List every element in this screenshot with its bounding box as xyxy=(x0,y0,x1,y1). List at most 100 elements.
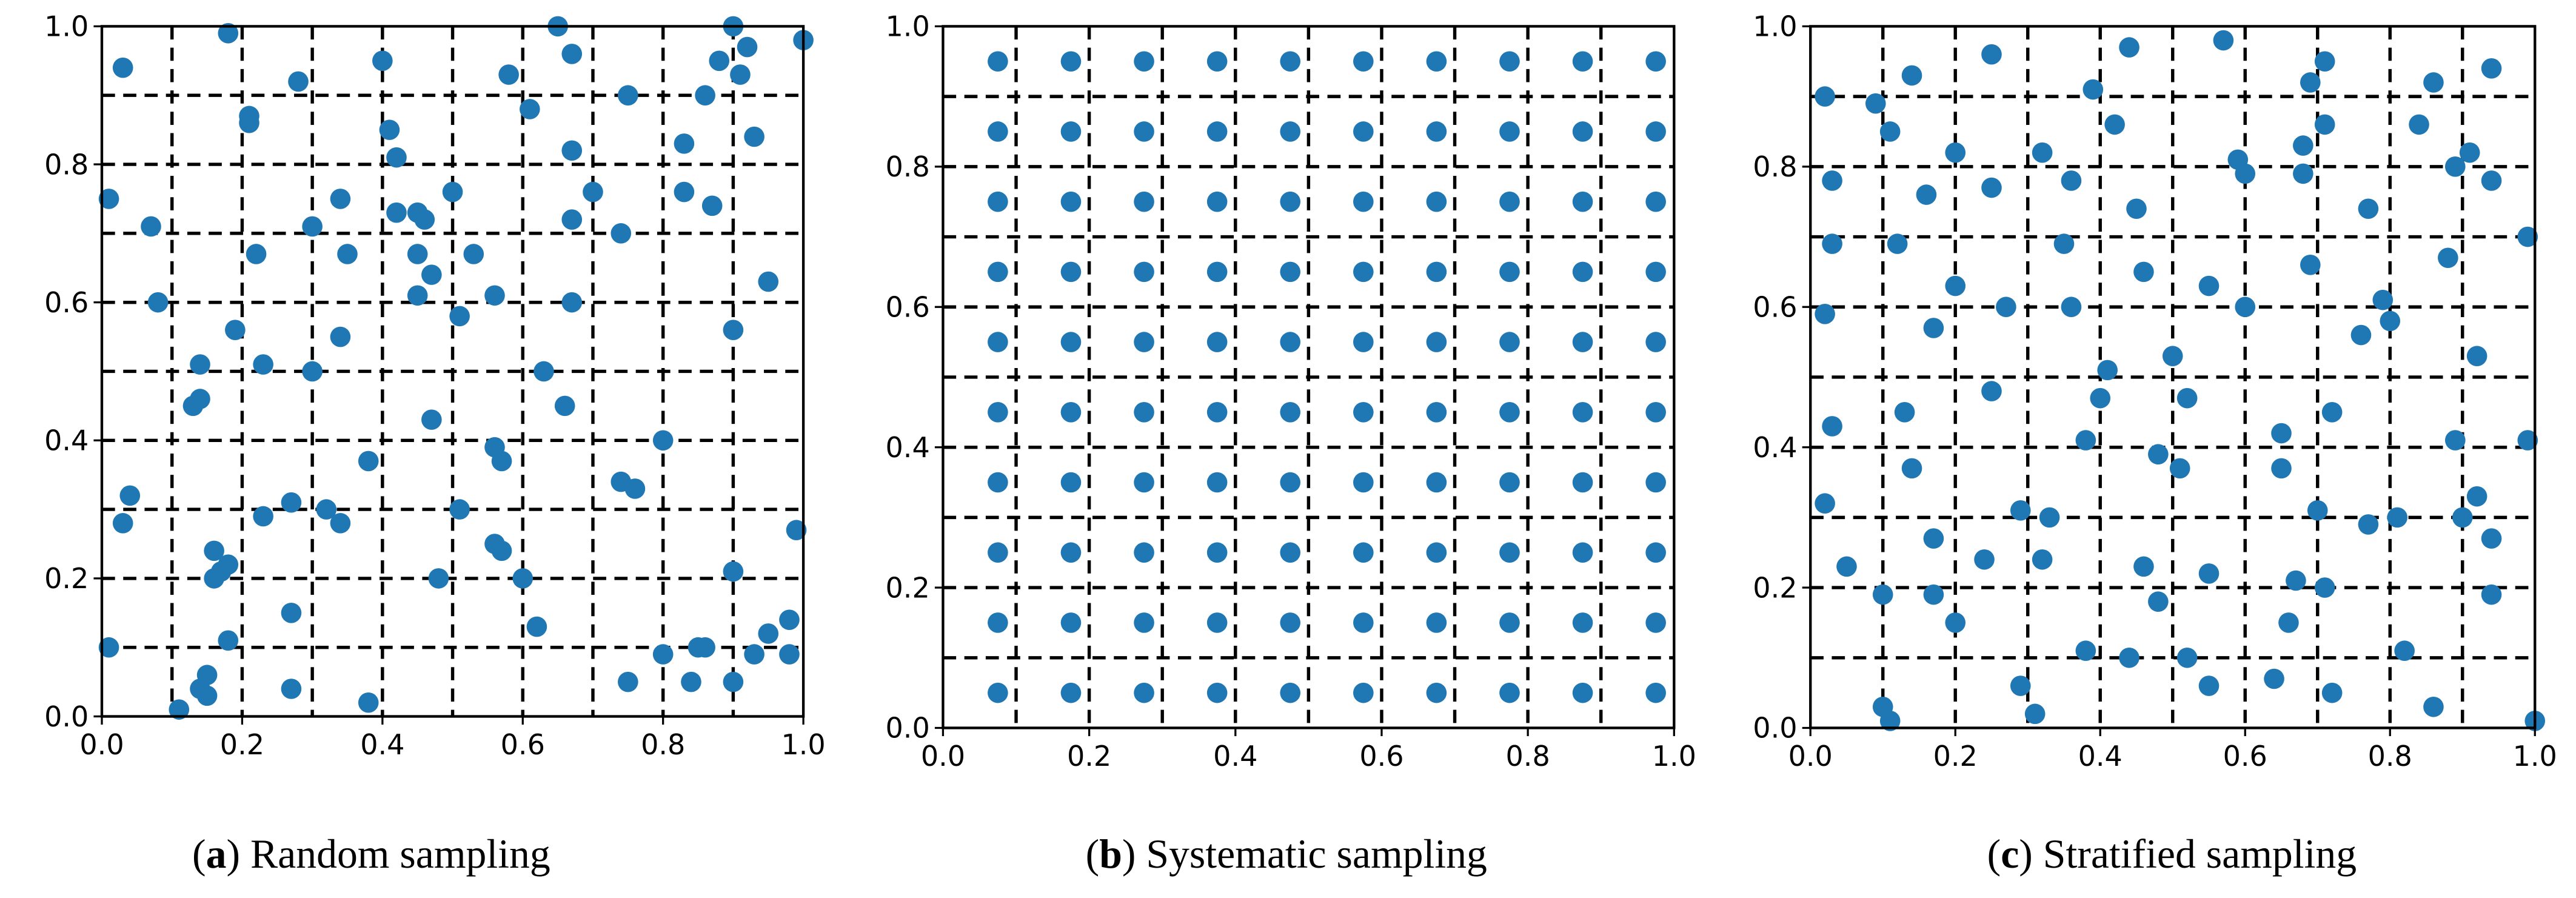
point xyxy=(1572,542,1593,563)
point xyxy=(491,540,512,561)
point xyxy=(1060,682,1082,703)
point xyxy=(744,644,764,665)
point xyxy=(1572,121,1593,142)
point xyxy=(988,332,1008,352)
x-tick-label: 0.0 xyxy=(921,740,965,772)
x-tick-label: 0.8 xyxy=(1506,740,1550,772)
point xyxy=(1499,332,1520,352)
point xyxy=(1945,612,1966,633)
point xyxy=(2083,79,2104,100)
point xyxy=(1815,304,1835,324)
point xyxy=(1572,401,1593,423)
point xyxy=(1499,51,1520,72)
point xyxy=(1353,51,1374,72)
point xyxy=(204,540,224,561)
point xyxy=(1280,261,1301,283)
point xyxy=(1280,612,1301,633)
point xyxy=(2380,310,2401,332)
point xyxy=(2466,346,2487,367)
point xyxy=(701,195,723,216)
point xyxy=(330,189,351,209)
point xyxy=(1280,401,1301,423)
point xyxy=(779,609,800,630)
y-tick-label: 0.2 xyxy=(1753,571,1797,604)
point xyxy=(421,264,442,285)
point xyxy=(2198,675,2220,696)
point xyxy=(1901,65,1922,86)
point xyxy=(253,354,273,375)
caption-paren: ) xyxy=(1122,831,1146,877)
point xyxy=(1426,401,1447,423)
point xyxy=(1206,332,1228,352)
point xyxy=(2271,423,2292,444)
point xyxy=(1060,542,1082,563)
point xyxy=(2517,226,2538,247)
point xyxy=(1280,682,1301,703)
point xyxy=(2423,72,2444,93)
point xyxy=(1426,332,1447,352)
point xyxy=(1974,549,1995,570)
point xyxy=(2394,640,2415,662)
point xyxy=(2097,360,2118,381)
point xyxy=(442,181,463,203)
point xyxy=(1280,332,1301,352)
point xyxy=(1916,184,1937,205)
point xyxy=(491,451,512,472)
caption-label: a xyxy=(206,831,227,877)
point xyxy=(2119,37,2139,58)
point xyxy=(988,261,1008,283)
caption-text: Random sampling xyxy=(250,831,550,877)
point xyxy=(1981,44,2002,65)
point xyxy=(1134,261,1154,283)
point xyxy=(2409,114,2429,135)
x-tick-label: 0.4 xyxy=(360,728,404,761)
point xyxy=(1206,682,1228,703)
point xyxy=(1206,401,1228,423)
point xyxy=(2176,387,2198,409)
point xyxy=(2133,261,2154,283)
point xyxy=(2481,58,2502,79)
point xyxy=(2300,255,2321,275)
point xyxy=(407,285,428,306)
point xyxy=(2198,275,2220,297)
point xyxy=(190,389,210,409)
point xyxy=(2423,696,2444,717)
caption-text: Stratified sampling xyxy=(2043,831,2357,877)
point xyxy=(2438,247,2458,269)
point xyxy=(674,133,695,154)
point xyxy=(1353,261,1374,283)
point xyxy=(2075,640,2096,662)
point xyxy=(2198,563,2220,584)
point xyxy=(1134,121,1154,142)
point xyxy=(2162,346,2183,367)
point xyxy=(302,361,323,382)
point xyxy=(2321,682,2343,703)
point xyxy=(779,644,800,665)
point xyxy=(1353,332,1374,352)
point xyxy=(2235,297,2256,318)
point xyxy=(1134,472,1154,493)
point xyxy=(196,665,218,686)
point xyxy=(1426,612,1447,633)
point xyxy=(2271,458,2292,479)
panel: 0.0 0.2 0.4 0.6 0.8 1.0 0.0 0.2 0.4 0.6 0.8 1.0 (b) … xyxy=(886,10,1696,877)
point xyxy=(2466,486,2487,507)
point xyxy=(561,292,583,313)
point xyxy=(2387,507,2407,528)
point xyxy=(1426,261,1447,283)
point xyxy=(2445,156,2466,177)
point xyxy=(988,121,1008,142)
caption-paren: ( xyxy=(1086,831,1100,877)
point xyxy=(1945,275,1966,297)
point xyxy=(2148,591,2169,612)
point xyxy=(98,637,119,658)
x-tick-label: 0.6 xyxy=(2223,740,2267,772)
point xyxy=(379,119,400,140)
point xyxy=(1134,542,1154,563)
point xyxy=(512,568,534,589)
caption: (c) Stratified sampling xyxy=(1987,831,2357,877)
point xyxy=(428,568,449,589)
y-tick-label: 0.2 xyxy=(886,571,930,604)
point xyxy=(1280,51,1301,72)
point xyxy=(1134,401,1154,423)
